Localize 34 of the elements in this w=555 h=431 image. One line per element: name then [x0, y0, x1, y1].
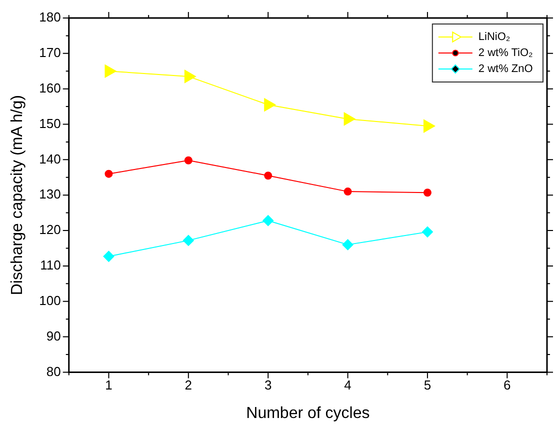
- point: [184, 156, 192, 164]
- legend-label: 2 wt% TiO₂: [478, 47, 533, 60]
- y-tick-label: 180: [39, 10, 61, 25]
- legend-label: 2 wt% ZnO: [478, 63, 534, 76]
- x-tick-label: 5: [424, 378, 432, 393]
- point: [344, 188, 352, 196]
- point: [422, 226, 433, 238]
- point: [182, 234, 194, 246]
- x-tick-label: 4: [344, 378, 352, 393]
- point: [104, 64, 116, 78]
- y-tick-label: 80: [46, 364, 61, 379]
- point: [342, 239, 354, 250]
- x-axis-title: Number of cycles: [246, 404, 370, 422]
- point: [423, 188, 432, 197]
- y-tick-label: 100: [39, 292, 61, 308]
- point: [264, 172, 272, 180]
- y-tick-label: 130: [39, 186, 61, 202]
- legend-label: LiNiO₂: [478, 31, 510, 44]
- y-tick-label: 170: [39, 45, 61, 60]
- x-tick-label: 6: [504, 378, 511, 393]
- y-tick-label: 90: [46, 328, 61, 344]
- point: [104, 170, 113, 178]
- point: [103, 250, 114, 262]
- x-tick-label: 1: [105, 378, 112, 393]
- y-tick-label: 160: [39, 80, 61, 96]
- x-tick-label: 2: [184, 378, 192, 393]
- point: [184, 70, 196, 84]
- y-tick-label: 150: [39, 116, 61, 131]
- y-tick-label: 120: [39, 222, 61, 238]
- y-tick-label: 140: [39, 151, 61, 166]
- y-axis-title: Discharge capacity (mA h/g): [9, 95, 26, 296]
- x-tick-label: 3: [264, 378, 272, 393]
- y-tick-label: 110: [40, 258, 61, 273]
- point: [262, 215, 274, 226]
